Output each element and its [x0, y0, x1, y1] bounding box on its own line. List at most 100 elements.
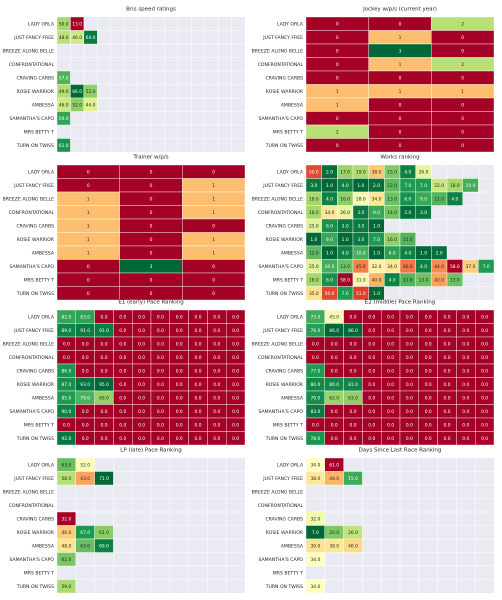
cell-label: 1.0	[310, 237, 317, 243]
cell-label: 0.0	[82, 341, 89, 347]
cell-label: 45.0	[356, 264, 366, 270]
cell-label: 0.0	[213, 368, 220, 374]
cell-label: 26.0	[348, 530, 358, 536]
cell-label: 0.0	[425, 341, 432, 347]
cell-label: 92.0	[62, 436, 72, 442]
cell-label: 10.0	[356, 250, 366, 256]
cell-label: 0	[212, 169, 215, 175]
cell-label: 0	[212, 291, 215, 297]
row-label: AMBESSA	[281, 543, 304, 549]
cell-label: 0.0	[387, 382, 394, 388]
cell-label: 0.0	[444, 368, 451, 374]
cell-label: 1	[212, 237, 215, 243]
cell-label: 11.0	[403, 237, 413, 243]
cell-label: 0.0	[312, 341, 319, 347]
cell-label: 0.0	[425, 382, 432, 388]
row-label: BREEZE ALONG BELLE	[252, 48, 303, 54]
cell-label: 62.0	[62, 557, 72, 563]
row-label: AMBESSA	[281, 395, 304, 401]
cell-label: 0.0	[82, 368, 89, 374]
heat-cell	[56, 579, 76, 594]
cell-label: 0.0	[63, 422, 70, 428]
cell-label: 4.0	[342, 183, 349, 189]
panel-title: Jockey w/p/s (current year)	[362, 7, 437, 13]
cell-label: 0.0	[312, 422, 319, 428]
cell-label: 69.0	[99, 395, 109, 401]
cell-label: 0.0	[82, 409, 89, 415]
row-label: CRAVING CARBS	[16, 368, 54, 374]
cell-label: 0.0	[481, 409, 488, 415]
cell-label: 0.0	[157, 314, 164, 320]
row-label: JUST FANCY FREE	[262, 328, 303, 334]
cell-label: 0.0	[425, 422, 432, 428]
cell-label: 34.0	[387, 264, 397, 270]
cell-label: 0.0	[387, 422, 394, 428]
cell-label: 0.0	[481, 368, 488, 374]
cell-label: 22.0	[434, 183, 444, 189]
cell-label: 0.0	[157, 355, 164, 361]
row-label: CONFRONTATIONAL	[258, 355, 304, 361]
row-label: LADY ORLA	[277, 462, 304, 468]
cell-label: 0.0	[406, 382, 413, 388]
cell-label: 0.0	[444, 436, 451, 442]
row-label: JUST FANCY FREE	[262, 476, 303, 482]
cell-label: 1	[87, 196, 90, 202]
cell-label: 1	[212, 250, 215, 256]
cell-label: 0.0	[350, 341, 357, 347]
cell-label: 17.0	[340, 169, 350, 175]
row-label: LADY ORLA	[277, 314, 304, 320]
cell-label: 0.0	[213, 409, 220, 415]
cell-label: 0.0	[425, 328, 432, 334]
row-label: MRS BETTY T	[24, 570, 54, 576]
cell-label: 0	[399, 102, 402, 108]
cell-label: 0.0	[368, 355, 375, 361]
cell-label: 0.0	[232, 409, 239, 415]
cell-label: 0	[87, 291, 90, 297]
cell-label: 0.0	[101, 355, 108, 361]
cell-label: 0.0	[138, 382, 145, 388]
row-label: CRAVING CARBS	[16, 223, 54, 229]
cell-label: 0.0	[444, 422, 451, 428]
cell-label: 0	[87, 264, 90, 270]
cell-label: 0.0	[350, 422, 357, 428]
cell-label: 0.0	[387, 409, 394, 415]
cell-label: 0.0	[213, 328, 220, 334]
cell-label: 26.0	[419, 169, 429, 175]
cell-label: 59.0	[59, 116, 69, 122]
cell-label: 0.0	[406, 409, 413, 415]
cell-label: 2.0	[373, 183, 380, 189]
cell-label: 4.0	[404, 250, 411, 256]
row-label: SAMANTHA'S CAPO	[259, 264, 304, 270]
cell-label: 61.0	[59, 143, 69, 149]
cell-label: 4.0	[420, 264, 427, 270]
cell-label: 0.0	[368, 341, 375, 347]
cell-label: 18.0	[309, 210, 319, 216]
cell-label: 0.0	[195, 355, 202, 361]
cell-label: 0.0	[138, 355, 145, 361]
row-label: AMBESSA	[32, 102, 55, 108]
cell-label: 50.0	[309, 169, 319, 175]
cell-label: 0.0	[176, 395, 183, 401]
cell-label: 0	[336, 48, 339, 54]
cell-label: 0	[150, 237, 153, 243]
cell-label: 0.0	[444, 409, 451, 415]
cell-label: 3.0	[420, 210, 427, 216]
cell-label: 0	[399, 129, 402, 135]
cell-label: 0	[87, 183, 90, 189]
cell-label: 0.0	[462, 409, 469, 415]
cell-label: 0.0	[119, 395, 126, 401]
cell-label: 32.0	[62, 516, 72, 522]
cell-label: 45.0	[329, 314, 339, 320]
cell-label: 0.0	[387, 355, 394, 361]
cell-label: 0.0	[101, 409, 108, 415]
cell-label: 0.0	[368, 436, 375, 442]
cell-label: 66.0	[72, 89, 82, 95]
cell-label: 0.0	[195, 409, 202, 415]
cell-label: 0.0	[82, 355, 89, 361]
cell-label: 3.0	[342, 223, 349, 229]
heat-cell	[415, 205, 432, 220]
cell-label: 0.0	[481, 341, 488, 347]
cell-label: 0.0	[368, 409, 375, 415]
cell-label: 0	[399, 116, 402, 122]
